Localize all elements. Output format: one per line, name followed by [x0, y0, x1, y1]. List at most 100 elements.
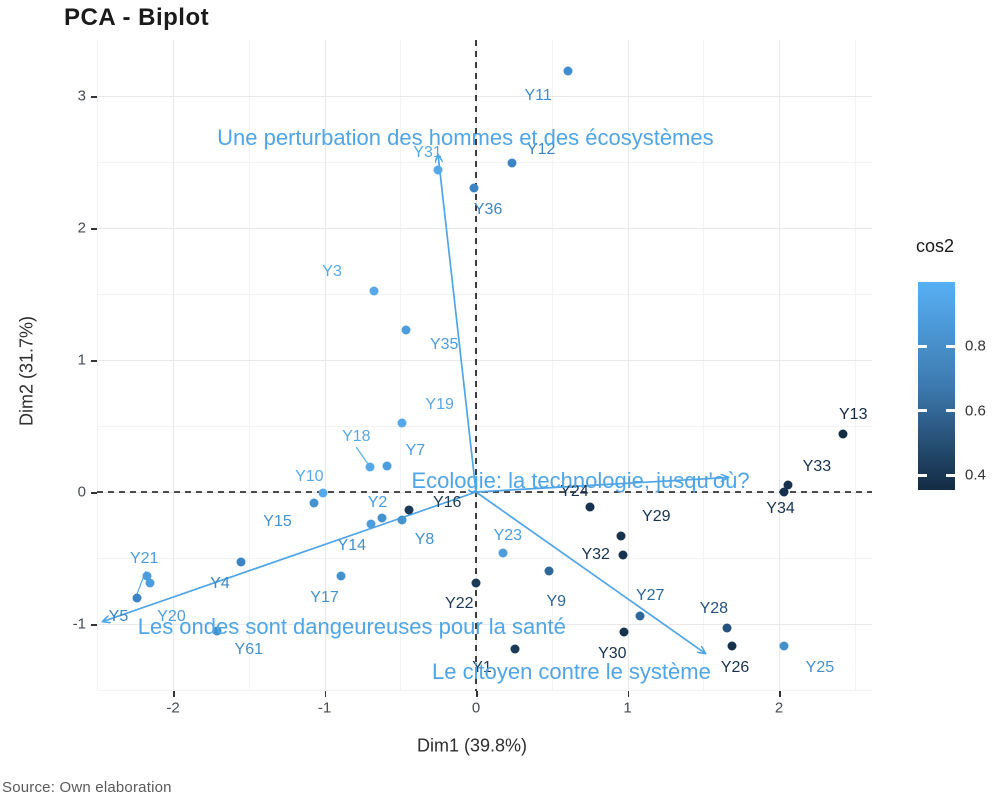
gridline-minor-v	[97, 40, 99, 691]
point-Y21	[142, 571, 152, 581]
gridline-minor-v	[248, 40, 250, 691]
legend-gradient-bar	[918, 282, 955, 490]
x-tick-mark	[476, 691, 478, 697]
point-Y30	[619, 627, 629, 637]
gridline-minor-v	[400, 40, 402, 691]
gridline-major-v	[324, 40, 326, 691]
point-label-Y11: Y11	[524, 87, 552, 104]
gridline-minor-v	[854, 40, 856, 691]
legend-tick-mark	[946, 473, 955, 477]
vector-label-3: Le citoyen contre le système	[432, 658, 711, 684]
x-tick-label: 0	[471, 699, 481, 717]
point-label-Y10: Y10	[295, 468, 324, 486]
point-Y17	[336, 571, 346, 581]
gridline-minor-v	[551, 40, 553, 691]
variable-arrow	[475, 477, 727, 493]
legend-tick-mark	[946, 344, 955, 348]
legend-tick-mark	[918, 409, 927, 413]
point-label-Y8: Y8	[414, 530, 435, 548]
point-Y28	[722, 623, 732, 633]
vector-label-2: Les ondes sont dangeureuses pour la sant…	[137, 613, 566, 639]
point-Y29	[616, 531, 626, 541]
gridline-major-v	[173, 40, 174, 691]
point-label-Y61: Y61	[234, 641, 263, 659]
x-axis-title: Dim1 (39.8%)	[416, 735, 528, 756]
gridline-major-h	[97, 228, 872, 229]
y-tick-label: 1	[77, 351, 86, 369]
point-label-Y25: Y25	[805, 658, 835, 676]
point-label-Y5: Y5	[108, 608, 129, 626]
point-Y13	[838, 429, 848, 439]
variable-arrow	[475, 491, 705, 653]
legend-tick-label: 0.8	[965, 337, 986, 355]
point-Y34	[779, 487, 789, 497]
point-label-Y4: Y4	[210, 575, 230, 593]
y-tick-mark	[91, 360, 97, 362]
point-label-Y9: Y9	[546, 592, 567, 610]
gridline-minor-h	[97, 558, 872, 559]
point-label-Y29: Y29	[642, 508, 671, 526]
y-axis-title: Dim2 (31.7%)	[16, 315, 37, 427]
x-tick-label: -1	[317, 699, 332, 717]
point-label-Y17: Y17	[310, 588, 339, 606]
point-label-Y28: Y28	[699, 600, 729, 618]
point-label-Y30: Y30	[598, 645, 627, 663]
point-label-Y18: Y18	[342, 427, 371, 445]
legend-tick-mark	[918, 344, 927, 348]
point-Y26	[727, 641, 737, 651]
point-label-Y3: Y3	[322, 262, 342, 280]
legend-tick-mark	[946, 409, 955, 413]
legend-title: cos2	[916, 236, 955, 256]
x-tick-label: 2	[774, 699, 784, 717]
y-tick-mark	[91, 96, 97, 98]
gridline-major-v	[476, 40, 477, 691]
point-Y16	[404, 505, 414, 515]
point-label-Y23: Y23	[493, 526, 523, 544]
point-label-Y1: Y1	[472, 658, 492, 676]
point-Y14	[377, 513, 387, 523]
point-label-Y2: Y2	[367, 493, 388, 511]
gridline-minor-v	[703, 40, 705, 691]
point-label-Y32: Y32	[581, 546, 610, 564]
y-tick-label: 0	[77, 483, 86, 501]
point-Y2	[366, 519, 376, 529]
point-Y61	[212, 626, 222, 636]
point-label-Y20: Y20	[157, 608, 186, 626]
point-Y15	[309, 498, 319, 508]
legend-tick-mark	[918, 473, 927, 477]
point-Y23	[498, 548, 508, 558]
point-Y5	[132, 593, 142, 603]
gridline-minor-h	[97, 294, 872, 295]
gridline-minor-h	[97, 162, 872, 163]
point-label-Y31: Y31	[413, 143, 442, 161]
point-Y32	[618, 550, 628, 560]
x-tick-label: -2	[166, 699, 180, 717]
chart-title: PCA - Biplot	[64, 4, 210, 31]
y-tick-label: 3	[77, 87, 86, 105]
point-Y19	[397, 418, 407, 428]
x-tick-mark	[324, 691, 327, 697]
point-label-Y36: Y36	[473, 200, 503, 218]
point-Y35	[401, 325, 411, 335]
point-label-Y35: Y35	[429, 336, 459, 354]
legend-tick-label: 0.4	[965, 466, 986, 484]
point-label-Y26: Y26	[720, 658, 750, 676]
point-Y31	[433, 165, 443, 175]
source-note: Source: Own elaboration	[2, 779, 172, 796]
point-label-Y27: Y27	[635, 587, 665, 605]
point-label-Y14: Y14	[337, 537, 366, 555]
point-label-Y16: Y16	[432, 493, 462, 511]
point-label-Y21: Y21	[129, 550, 159, 568]
point-Y20	[145, 578, 155, 588]
gridline-major-v	[779, 40, 780, 691]
point-label-Y15: Y15	[263, 513, 292, 531]
variable-arrow	[438, 155, 477, 493]
gridline-major-h	[97, 624, 872, 625]
gridline-major-v	[627, 40, 629, 691]
point-label-Y13: Y13	[839, 406, 868, 424]
y-tick-mark	[91, 228, 97, 230]
point-label-Y34: Y34	[766, 500, 795, 518]
point-Y11	[563, 66, 573, 76]
gridline-minor-h	[97, 426, 872, 427]
